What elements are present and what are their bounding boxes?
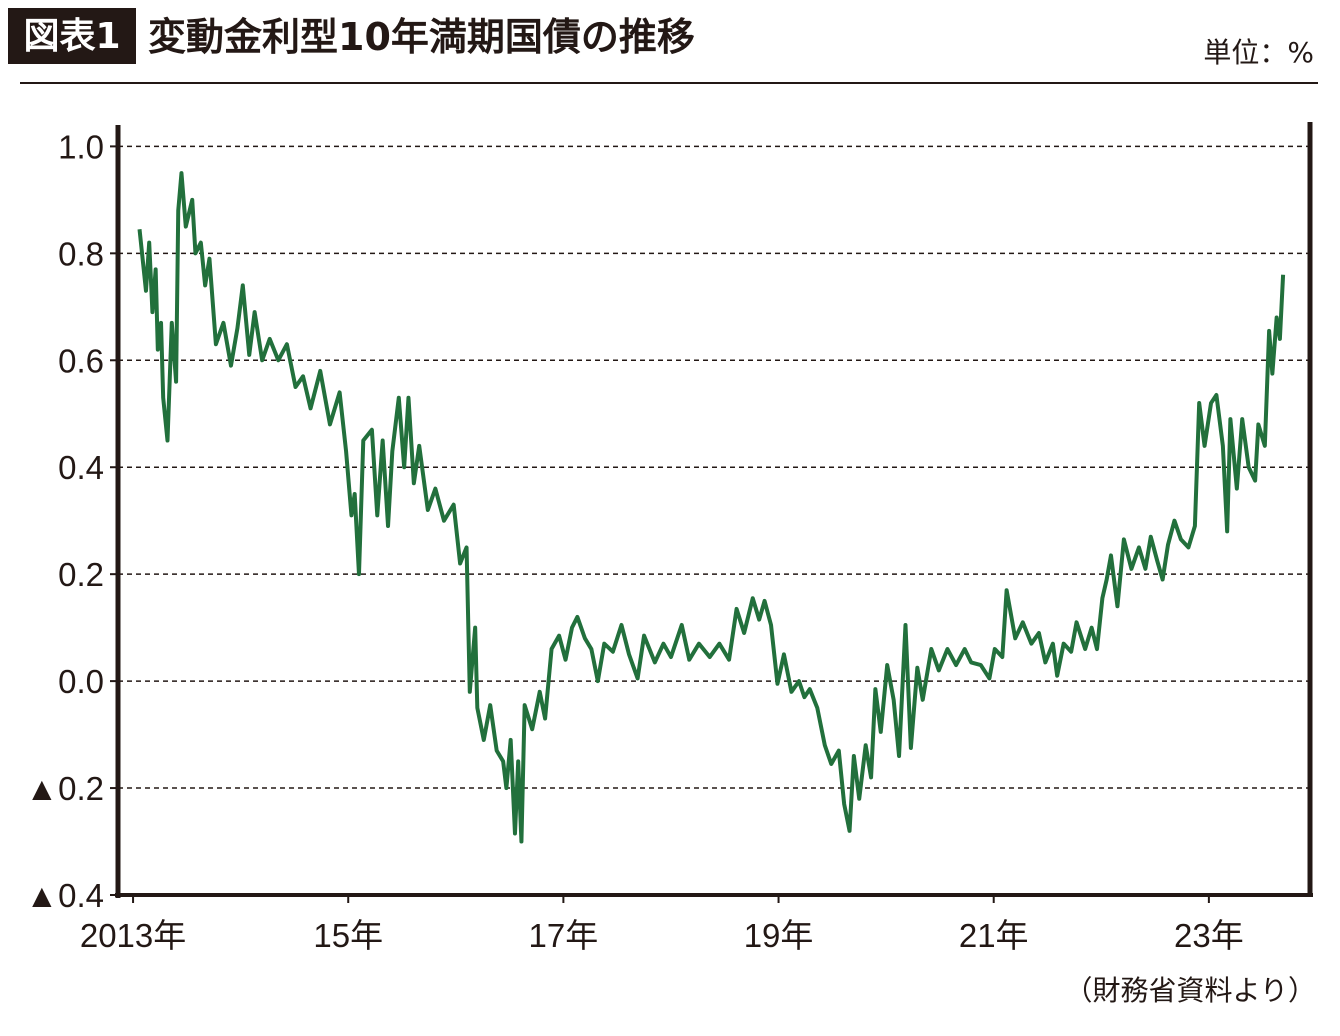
x-tick-label: 23年 xyxy=(1174,917,1244,954)
y-tick-label: 0.8 xyxy=(58,235,104,272)
unit: 単位：% xyxy=(1203,36,1314,69)
x-tick-label: 21年 xyxy=(959,917,1029,954)
y-tick-label: 0.4 xyxy=(58,449,104,486)
x-tick-label: 2013年 xyxy=(80,917,186,954)
badge: 図表1 xyxy=(23,16,120,57)
x-tick-label: 17年 xyxy=(529,917,599,954)
x-tick-label: 19年 xyxy=(744,917,814,954)
y-tick-label: 0.6 xyxy=(58,342,104,379)
y-tick-label: ▲0.2 xyxy=(25,770,104,807)
y-tick-label: ▲0.4 xyxy=(25,877,104,914)
y-tick-label: 0.0 xyxy=(58,663,104,700)
chart-title: 変動金利型10年満期国債の推移 xyxy=(148,15,695,59)
source: （財務省資料より） xyxy=(1065,974,1316,1007)
x-tick-label: 15年 xyxy=(313,917,383,954)
badge-bg xyxy=(8,8,136,64)
y-tick-label: 0.2 xyxy=(58,556,104,593)
data-line xyxy=(137,171,1286,844)
y-tick-label: 1.0 xyxy=(58,128,104,165)
